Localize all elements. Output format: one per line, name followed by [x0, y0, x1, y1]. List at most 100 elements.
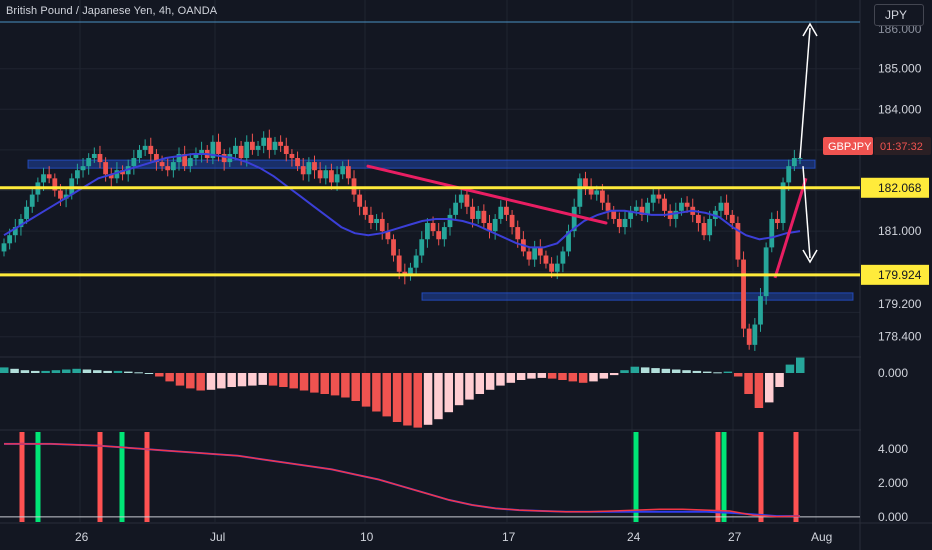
oscillator-bar [465, 373, 474, 400]
oscillator-bar [41, 370, 50, 373]
oscillator-bar [506, 373, 516, 383]
oscillator-bar [671, 369, 681, 373]
candle-body [509, 214, 515, 228]
candle-body [266, 137, 272, 150]
candle-body [379, 218, 385, 232]
chart-title: British Pound / Japanese Yen, 4h, OANDA [6, 5, 218, 17]
candle-body [7, 235, 13, 244]
candle-body [193, 153, 199, 159]
candle-body [566, 231, 571, 252]
candle-body [515, 227, 521, 240]
oscillator-bar [485, 373, 495, 390]
candle-body [758, 296, 763, 325]
time-tick-label: 17 [502, 530, 516, 544]
oscillator-bar [93, 370, 102, 373]
oscillator-bar [351, 373, 360, 401]
arrow-head-icon [802, 22, 818, 37]
candle-body [701, 223, 707, 236]
candle-body [340, 166, 346, 175]
candle-body [628, 210, 634, 219]
candle-body [108, 174, 114, 179]
oscillator-bar [144, 373, 154, 374]
oscillator-bar [640, 367, 650, 373]
candle-body [374, 218, 379, 224]
oscillator-bar [775, 373, 784, 387]
candle-body [611, 210, 617, 219]
candle-body [763, 247, 769, 297]
candle-body [103, 162, 109, 175]
candle-body [80, 166, 86, 171]
candle-body [707, 218, 713, 236]
oscillator-bar [299, 373, 309, 391]
oscillator-bar [258, 373, 267, 385]
signal-bar [19, 432, 25, 522]
candle-body [261, 137, 267, 146]
oscillator-bar [558, 373, 567, 380]
oscillator-bar [227, 373, 236, 387]
candle-body [684, 202, 690, 207]
oscillator-bar [392, 373, 402, 422]
oscillator-bar [630, 366, 640, 373]
signal-bar [715, 432, 721, 522]
oscillator-bar [217, 373, 226, 389]
time-tick-label: 10 [360, 530, 374, 544]
candle-body [492, 218, 498, 232]
signal-bar [721, 432, 727, 522]
candle-body [470, 206, 475, 219]
candle-body [487, 223, 492, 232]
oscillator-bar [723, 371, 733, 373]
candle-body [588, 186, 594, 195]
candle-body [453, 202, 459, 215]
price-tick-label: 181.000 [878, 224, 922, 238]
candle-body [746, 328, 752, 345]
candle-body [526, 251, 532, 260]
candle-body [289, 153, 295, 159]
candle-body [362, 206, 368, 215]
oscillator-bar [454, 373, 464, 406]
moving-average-line [3, 153, 801, 249]
candle-body [210, 141, 216, 159]
candle-body [673, 210, 679, 219]
candle-body [283, 145, 289, 154]
oscillator-bar [754, 373, 764, 408]
candle-body [312, 162, 317, 171]
oscillator-bar [682, 370, 691, 373]
oscillator-bar [0, 367, 9, 373]
oscillator-bar [764, 373, 774, 403]
candle-body [278, 141, 284, 146]
indicator-line-red [4, 443, 801, 518]
candle-body [63, 194, 69, 199]
candle-body [323, 170, 329, 179]
oscillator-bar [134, 372, 143, 374]
oscillator-bar [248, 373, 257, 386]
oscillator-bar [82, 369, 92, 373]
oscillator-bar [609, 373, 619, 376]
candle-body [170, 162, 176, 171]
candle-body [419, 239, 425, 256]
candle-body [425, 223, 430, 240]
oscillator-bar [744, 373, 753, 394]
candle-body [159, 162, 165, 167]
oscillator-bar [516, 373, 526, 380]
candle-body [679, 202, 684, 211]
oscillator-bar [113, 370, 123, 373]
candle-body [97, 153, 103, 163]
price-tick-label: 179.200 [878, 297, 922, 311]
candle-body [441, 227, 447, 240]
oscillator-bar [20, 370, 30, 373]
candle-body [233, 145, 238, 154]
level-price-label: 179.924 [878, 268, 922, 282]
candle-body [306, 162, 312, 175]
resistance-zone [27, 159, 816, 169]
oscillator-bar [423, 373, 433, 425]
time-tick-label: 24 [627, 530, 641, 544]
oscillator-bar [496, 373, 505, 386]
candle-body [187, 158, 193, 167]
candle-body [1, 243, 7, 252]
currency-button[interactable]: JPY [874, 4, 924, 26]
countdown-label: 01:37:32 [880, 141, 923, 153]
oscillator-bar [186, 373, 195, 389]
candle-body [295, 158, 300, 167]
oscillator-bar [124, 371, 133, 373]
